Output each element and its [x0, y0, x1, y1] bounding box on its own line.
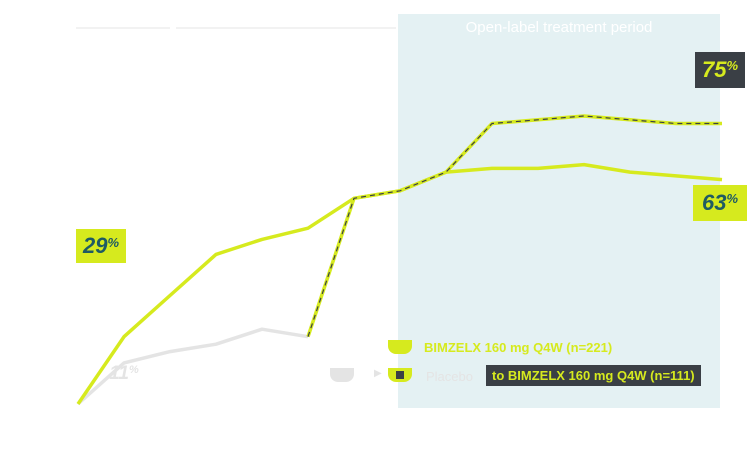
legend-label-switch: to BIMZELX 160 mg Q4W (n=111)	[486, 365, 701, 386]
series-line-switch-dash	[307, 115, 722, 337]
series-line-placebo	[76, 327, 309, 406]
callout-bimzelx-lower-end-value: 63	[701, 190, 727, 215]
legend-label-placebo: Placebo	[426, 369, 473, 384]
callout-bimzelx-upper-end: 75%	[695, 52, 745, 88]
callout-placebo-end-unit: %	[128, 364, 139, 376]
callout-bimzelx-upper-end-value: 75	[701, 57, 727, 82]
callout-placebo-end-value: 11	[109, 363, 129, 384]
callout-bimzelx-upper-end-unit: %	[726, 58, 739, 73]
legend-arrow-icon: ▶	[374, 368, 382, 379]
legend: BIMZELX 160 mg Q4W (n=221) ▶ Placebo to …	[330, 336, 730, 396]
plot-lines	[76, 114, 723, 406]
open-label-shade	[398, 14, 720, 408]
legend-swatch-switch	[388, 368, 412, 382]
callout-placebo-end: 11%	[104, 362, 144, 386]
callout-bimzelx-early-value: 29	[82, 233, 108, 258]
period-label: Open-label treatment period	[466, 19, 653, 36]
callout-bimzelx-lower-end-unit: %	[726, 191, 739, 206]
legend-swatch-bimzelx	[388, 340, 412, 354]
legend-switch-marker-icon	[396, 371, 404, 379]
callout-bimzelx-early-unit: %	[107, 235, 120, 250]
callout-bimzelx-early: 29%	[76, 229, 126, 263]
callout-bimzelx-lower-end: 63%	[693, 185, 747, 221]
legend-swatch-placebo	[330, 368, 354, 382]
legend-label-bimzelx: BIMZELX 160 mg Q4W (n=221)	[424, 340, 613, 355]
